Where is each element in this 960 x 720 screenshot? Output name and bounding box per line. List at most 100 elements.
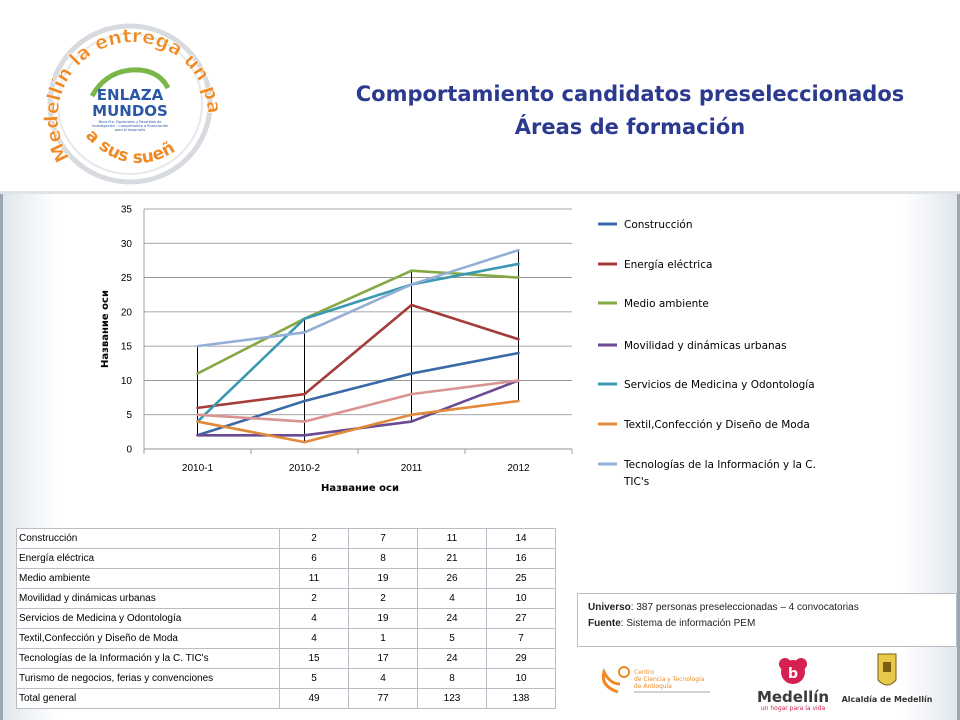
series-line-5 (196, 399, 520, 444)
table-cell: 19 (348, 568, 418, 589)
table-cell: 7 (348, 528, 418, 549)
legend-label-3-0: Movilidad y dinámicas urbanas (624, 340, 787, 352)
table-row: Tecnologías de la Información y la C. TI… (16, 648, 556, 669)
x-tick-label-3: 2012 (507, 463, 530, 474)
table-cell: 2 (279, 588, 349, 609)
series-line-6 (196, 248, 520, 348)
table-cell: 4 (417, 588, 487, 609)
y-tick-label-30: 30 (121, 239, 133, 250)
table-row: Construcción 2 7 11 14 (16, 528, 556, 549)
medellin-logo: b Medellín un hogar para la vida (757, 658, 829, 712)
table-cell: 6 (279, 548, 349, 569)
legend-label-4-0: Servicios de Medicina y Odontología (624, 379, 815, 391)
universo-text: : 387 personas preseleccionadas – 4 conv… (630, 602, 859, 613)
y-tick-label-35: 35 (121, 205, 133, 216)
table-cell: 25 (486, 568, 556, 589)
source-box: Universo: 387 personas preseleccionadas … (577, 593, 957, 647)
x-tick-label-1: 2010-2 (289, 463, 321, 474)
table-cell: 5 (279, 668, 349, 689)
page-title: Comportamiento candidatos preseleccionad… (300, 78, 960, 144)
table-cell: 77 (348, 688, 418, 709)
table-cell: 2 (348, 588, 418, 609)
table-row: Total general 49 77 123 138 (16, 688, 556, 709)
table-row-label: Construcción (16, 528, 280, 549)
table-cell: 123 (417, 688, 487, 709)
table-cell: 24 (417, 648, 487, 669)
x-tick-label-0: 2010-1 (182, 463, 214, 474)
title-line-1: Comportamiento candidatos preseleccionad… (355, 82, 905, 106)
alcaldia-logo: Alcaldía de Medellín (842, 653, 933, 704)
table-cell: 19 (348, 608, 418, 629)
table-row: Medio ambiente 11 19 26 25 (16, 568, 556, 589)
table-row-label: Tecnologías de la Información y la C. TI… (16, 648, 280, 669)
logo-small-text: Beca Pre, Doctorales y Pasantías de Inve… (91, 120, 169, 132)
medellin-tagline: un hogar para la vida (761, 705, 826, 712)
right-edge-bar (957, 194, 960, 720)
universo-line: Universo: 387 personas preseleccionadas … (588, 602, 859, 613)
legend-label-0-0: Construcción (624, 219, 693, 231)
centro-ciencia-logo: Centro de Ciencia y Tecnología de Antioq… (601, 666, 710, 694)
table-row: Energía eléctrica 6 8 21 16 (16, 548, 556, 569)
table-row: Movilidad y dinámicas urbanas 2 2 4 10 (16, 588, 556, 609)
x-tick-label-2: 2011 (401, 463, 423, 474)
table-cell: 1 (348, 628, 418, 649)
table-cell: 4 (348, 668, 418, 689)
centro-text-3: de Antioquia (634, 683, 672, 690)
table-row-label: Servicios de Medicina y Odontología (16, 608, 280, 629)
table-cell: 4 (279, 608, 349, 629)
table-cell: 14 (486, 528, 556, 549)
table-row: Servicios de Medicina y Odontología 4 19 24… (16, 608, 556, 629)
table-cell: 26 (417, 568, 487, 589)
table-cell: 5 (417, 628, 487, 649)
table-row-label: Turismo de negocios, ferias y convencion… (16, 668, 280, 689)
legend-label-5-0: Textil,Confección y Diseño de Moda (623, 419, 810, 431)
y-tick-label-10: 10 (121, 376, 133, 387)
fuente-line: Fuente: Sistema de información PEM (588, 618, 755, 629)
table-cell: 10 (486, 668, 556, 689)
table-cell: 17 (348, 648, 418, 669)
table-row-label: Movilidad y dinámicas urbanas (16, 588, 280, 609)
legend-label-6-1: TIC's (623, 476, 649, 488)
header-divider (0, 191, 960, 194)
fuente-label: Fuente (588, 618, 621, 629)
table-cell: 49 (279, 688, 349, 709)
table-cell: 15 (279, 648, 349, 669)
centro-text-2: de Ciencia y Tecnología (634, 676, 705, 683)
table-row-label: Total general (16, 688, 280, 709)
legend-label-6-0: Tecnologías de la Información y la C. (623, 459, 816, 471)
table-row: Turismo de negocios, ferias y convencion… (16, 668, 556, 689)
table-row-label: Textil,Confección y Diseño de Moda (16, 628, 280, 649)
fuente-text: : Sistema de información PEM (620, 618, 756, 629)
table-cell: 21 (417, 548, 487, 569)
table-cell: 29 (486, 648, 556, 669)
legend-label-1-0: Energía eléctrica (624, 259, 712, 271)
table-cell: 24 (417, 608, 487, 629)
y-tick-label-0: 0 (126, 445, 132, 456)
table-cell: 8 (417, 668, 487, 689)
table-cell: 138 (486, 688, 556, 709)
series-line-7 (196, 379, 520, 423)
y-tick-label-5: 5 (126, 410, 132, 421)
legend-label-2-0: Medio ambiente (624, 298, 709, 310)
y-tick-label-20: 20 (121, 307, 133, 318)
table-cell: 11 (417, 528, 487, 549)
y-tick-label-25: 25 (121, 273, 133, 284)
table-cell: 7 (486, 628, 556, 649)
logo-enlaza: ENLAZA (97, 86, 164, 104)
footer-logos: Centro de Ciencia y Tecnología de Antioq… (601, 653, 933, 712)
table-cell: 8 (348, 548, 418, 569)
svg-text:b: b (788, 666, 798, 682)
table-row: Textil,Confección y Diseño de Moda 4 1 5 7 (16, 628, 556, 649)
title-line-2: Áreas de formación (514, 115, 746, 139)
universo-label: Universo (588, 602, 631, 613)
left-edge-bar (0, 194, 3, 720)
medellin-name: Medellín (757, 688, 829, 706)
table-cell: 4 (279, 628, 349, 649)
series-line-4 (196, 262, 520, 423)
y-tick-label-15: 15 (121, 342, 133, 353)
series-line-1 (196, 303, 520, 410)
table-cell: 16 (486, 548, 556, 569)
table-cell: 10 (486, 588, 556, 609)
logo-mundos: MUNDOS (92, 102, 168, 120)
